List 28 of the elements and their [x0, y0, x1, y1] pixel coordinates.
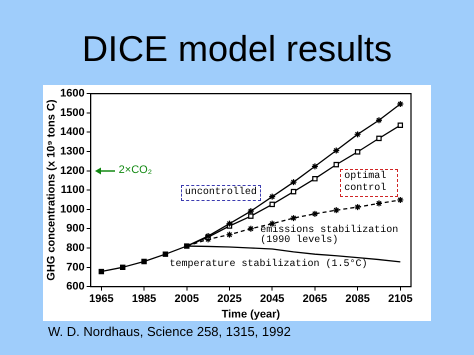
- y-tick-label: 1100: [60, 184, 85, 196]
- x-tick-label: 1985: [132, 293, 156, 306]
- x-tick-label: 2045: [260, 293, 284, 306]
- text: W. D. Nordhaus, Science 258, 1315, 1992: [48, 324, 291, 339]
- series-label: emissions stabilization (1990 levels): [260, 224, 400, 246]
- x-tick-label: 2085: [345, 293, 370, 306]
- y-tick-label: 700: [66, 261, 85, 274]
- y-tick-label: 900: [66, 222, 85, 235]
- y-tick-label: 1300: [60, 146, 85, 158]
- x-axis-title: Time (year): [222, 308, 280, 320]
- series-label: optimal control: [340, 168, 398, 197]
- y-axis-title: GHG concentrations (x 10⁹ tons C): [46, 99, 58, 281]
- x-tick-label: 2065: [302, 293, 328, 306]
- x-tick-label: 2105: [388, 293, 413, 306]
- series-label: temperature stabilization (1.5°C): [169, 259, 368, 272]
- chart-title: DICE model results: [80, 28, 394, 70]
- y-tick-label: 1600: [60, 88, 85, 100]
- annotation: 2×CO₂: [118, 164, 152, 176]
- y-tick-label: 1500: [60, 106, 85, 119]
- series-label: uncontrolled: [180, 185, 261, 202]
- y-tick-label: 1400: [60, 126, 85, 138]
- x-tick-label: 2005: [174, 293, 200, 306]
- y-tick-label: 1200: [60, 164, 85, 177]
- y-tick-label: 600: [66, 280, 85, 293]
- y-tick-label: 1000: [60, 203, 85, 216]
- y-tick-label: 800: [66, 242, 85, 254]
- x-tick-label: 1965: [89, 293, 114, 306]
- x-tick-label: 2025: [217, 293, 242, 306]
